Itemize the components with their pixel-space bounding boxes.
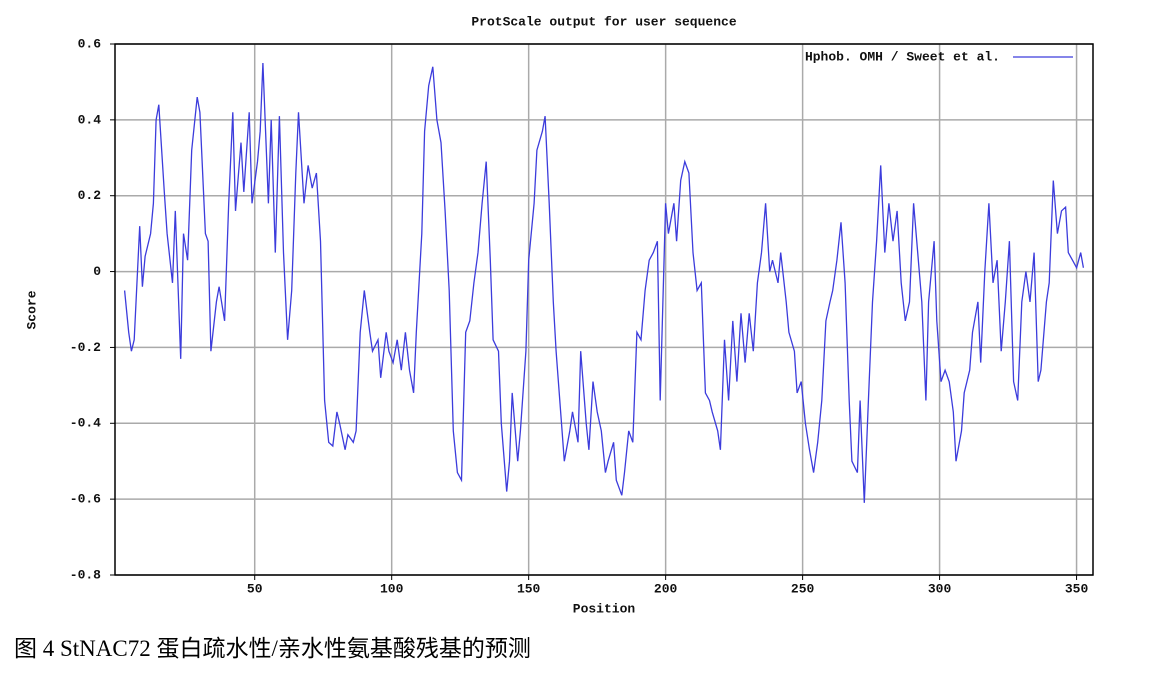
y-tick-label: -0.6 [70, 492, 101, 507]
y-tick-label: 0.4 [78, 112, 102, 127]
plot-area [115, 44, 1093, 575]
data-line [123, 62, 1085, 503]
y-tick-label: -0.2 [70, 340, 101, 355]
x-tick-label: 350 [1065, 581, 1089, 596]
x-tick-label: 250 [791, 581, 815, 596]
plot-frame [114, 43, 1094, 576]
x-tick-label: 50 [247, 581, 263, 596]
legend-label: Hphob. OMH / Sweet et al. [805, 49, 1000, 64]
y-tick-label: -0.4 [70, 416, 101, 431]
x-tick-label: 150 [517, 581, 541, 596]
x-tick-label: 300 [928, 581, 952, 596]
y-tick-label: 0.6 [78, 36, 102, 51]
y-axis-label: Score [24, 290, 39, 329]
figure-caption: 图 4 StNAC72 蛋白疏水性/亲水性氨基酸残基的预测 [14, 636, 531, 661]
y-tick-label: 0.2 [78, 188, 102, 203]
chart-title: ProtScale output for user sequence [471, 14, 736, 29]
x-axis-label: Position [573, 601, 636, 616]
y-tick-label: 0 [93, 264, 101, 279]
x-tick-label: 100 [380, 581, 404, 596]
y-tick-label: -0.8 [70, 567, 101, 582]
x-tick-label: 200 [654, 581, 678, 596]
